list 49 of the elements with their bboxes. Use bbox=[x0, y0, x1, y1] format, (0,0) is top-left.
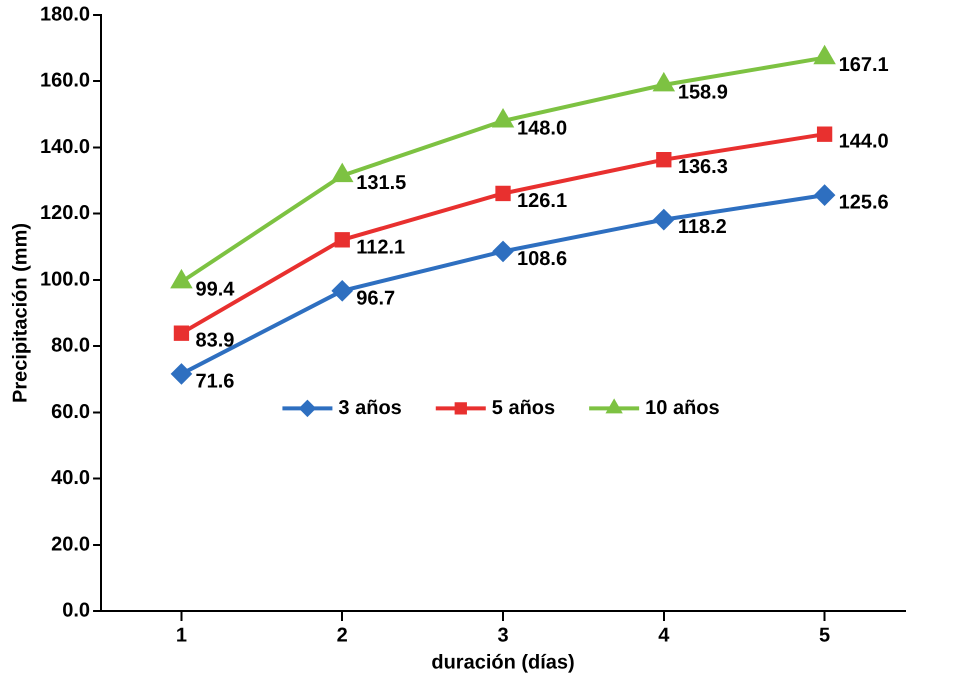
data-label: 158.9 bbox=[678, 81, 728, 104]
y-tick-label: 40.0 bbox=[51, 467, 90, 490]
data-label: 118.2 bbox=[678, 216, 727, 238]
y-tick-label: 0.0 bbox=[62, 600, 90, 622]
data-label: 96.7 bbox=[356, 287, 396, 310]
y-tick-label: 20.0 bbox=[51, 533, 90, 556]
x-tick-label: 3 bbox=[497, 624, 509, 647]
point bbox=[171, 364, 192, 384]
point bbox=[814, 46, 834, 64]
point bbox=[332, 164, 352, 182]
legend-label: 10 años bbox=[645, 396, 720, 419]
y-tick-label: 160.0 bbox=[40, 70, 90, 92]
x-tick-label: 1 bbox=[176, 624, 188, 647]
point bbox=[654, 74, 674, 92]
point bbox=[656, 152, 672, 168]
legend-label: 5 años bbox=[492, 396, 556, 419]
x-tick-label: 5 bbox=[819, 624, 830, 647]
point bbox=[814, 185, 835, 206]
x-tick-label: 2 bbox=[336, 624, 348, 647]
data-label: 71.6 bbox=[195, 370, 234, 392]
data-label: 83.9 bbox=[195, 330, 234, 352]
x-tick-label: 4 bbox=[658, 624, 670, 647]
point bbox=[654, 210, 674, 230]
point bbox=[493, 110, 513, 128]
point bbox=[493, 241, 514, 262]
y-axis-title: Precipitación (mm) bbox=[10, 222, 32, 404]
data-label: 99.4 bbox=[195, 278, 236, 300]
data-label: 125.6 bbox=[838, 192, 889, 214]
legend-label: 3 años bbox=[338, 396, 402, 419]
data-label: 148.0 bbox=[517, 117, 568, 140]
y-tick-label: 140.0 bbox=[40, 136, 90, 158]
data-label: 167.1 bbox=[838, 54, 889, 76]
point bbox=[174, 326, 190, 341]
data-label: 108.6 bbox=[517, 248, 568, 270]
point bbox=[334, 232, 350, 248]
data-label: 144.0 bbox=[838, 130, 889, 153]
y-tick-label: 100.0 bbox=[40, 268, 90, 290]
y-tick-label: 80.0 bbox=[51, 334, 90, 357]
point bbox=[816, 126, 832, 142]
y-tick-label: 120.0 bbox=[40, 202, 90, 224]
data-label: 136.3 bbox=[678, 156, 728, 178]
data-label: 112.1 bbox=[356, 236, 406, 258]
data-label: 131.5 bbox=[356, 172, 406, 194]
point bbox=[495, 186, 511, 202]
data-label: 126.1 bbox=[517, 190, 568, 212]
y-tick-label: 180.0 bbox=[40, 4, 90, 26]
x-axis-title: duración (días) bbox=[431, 652, 575, 674]
y-tick-label: 60.0 bbox=[51, 400, 90, 423]
point bbox=[332, 280, 352, 301]
